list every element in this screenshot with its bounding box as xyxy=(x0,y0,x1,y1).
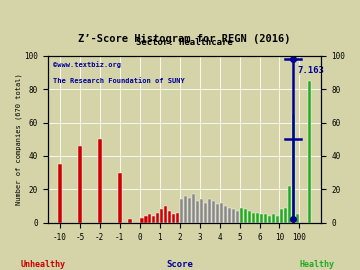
Bar xyxy=(184,196,188,223)
Bar xyxy=(78,146,82,223)
Bar xyxy=(284,208,287,223)
Title: Z’-Score Histogram for REGN (2016): Z’-Score Histogram for REGN (2016) xyxy=(78,34,291,44)
Bar xyxy=(188,198,192,223)
Bar xyxy=(160,210,163,223)
Bar xyxy=(252,213,255,223)
Bar xyxy=(192,194,195,223)
Bar xyxy=(272,214,275,223)
Bar xyxy=(164,206,167,223)
Bar xyxy=(148,214,152,223)
Bar xyxy=(256,213,259,223)
Bar xyxy=(152,216,156,223)
Bar xyxy=(156,213,159,223)
Bar xyxy=(98,139,102,223)
Text: Unhealthy: Unhealthy xyxy=(21,260,66,269)
Bar xyxy=(260,214,263,223)
Bar xyxy=(296,214,299,223)
Bar xyxy=(168,211,171,223)
Bar xyxy=(220,203,223,223)
Bar xyxy=(244,210,247,223)
Y-axis label: Number of companies (670 total): Number of companies (670 total) xyxy=(15,73,22,205)
Bar xyxy=(236,211,239,223)
Bar xyxy=(200,200,203,223)
Bar xyxy=(180,200,184,223)
Bar xyxy=(208,200,211,223)
Text: Healthy: Healthy xyxy=(299,260,334,269)
Bar xyxy=(308,81,311,223)
Bar xyxy=(248,211,251,223)
Bar xyxy=(58,164,62,223)
Bar xyxy=(280,210,283,223)
Bar xyxy=(118,173,122,223)
Text: The Research Foundation of SUNY: The Research Foundation of SUNY xyxy=(53,77,185,83)
Text: Sector: Healthcare: Sector: Healthcare xyxy=(136,38,233,48)
Bar xyxy=(276,216,279,223)
Text: Score: Score xyxy=(167,260,193,269)
Text: ©www.textbiz.org: ©www.textbiz.org xyxy=(53,61,121,68)
Bar xyxy=(212,201,215,223)
Bar xyxy=(140,218,144,223)
Bar xyxy=(264,214,267,223)
Bar xyxy=(196,201,199,223)
Bar xyxy=(172,214,175,223)
Bar xyxy=(228,208,231,223)
Bar xyxy=(240,208,243,223)
Bar xyxy=(232,210,235,223)
Bar xyxy=(128,220,131,223)
Bar xyxy=(224,206,228,223)
Bar xyxy=(216,204,219,223)
Bar xyxy=(176,213,179,223)
Bar xyxy=(268,216,271,223)
Bar xyxy=(292,114,295,223)
Bar xyxy=(144,216,148,223)
Bar xyxy=(204,203,207,223)
Text: 7.163: 7.163 xyxy=(297,66,324,75)
Bar xyxy=(288,186,291,223)
